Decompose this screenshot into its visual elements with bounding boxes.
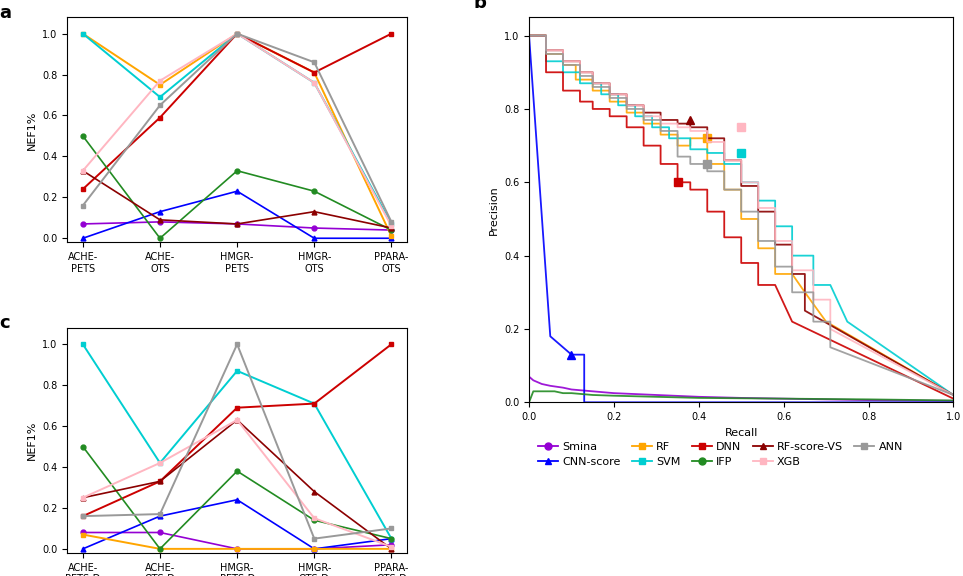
- Y-axis label: Precision: Precision: [488, 185, 499, 234]
- X-axis label: Recall: Recall: [724, 427, 758, 438]
- Y-axis label: NEF1%: NEF1%: [27, 110, 37, 150]
- Text: a: a: [0, 4, 12, 22]
- Text: b: b: [474, 0, 486, 12]
- Legend: Smina, CNN-score, RF, SVM, DNN, IFP, RF-score-VS, XGB, ANN: Smina, CNN-score, RF, SVM, DNN, IFP, RF-…: [534, 438, 906, 471]
- Y-axis label: NEF1%: NEF1%: [27, 420, 37, 460]
- Text: c: c: [0, 314, 11, 332]
